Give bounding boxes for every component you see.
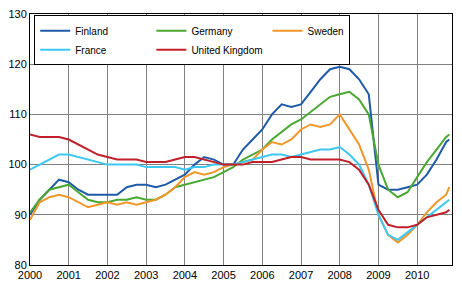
svg-text:Germany: Germany [191, 26, 232, 37]
svg-text:Finland: Finland [75, 26, 108, 37]
svg-text:2006: 2006 [250, 269, 274, 281]
svg-text:2003: 2003 [134, 269, 158, 281]
svg-text:120: 120 [8, 58, 26, 70]
svg-text:100: 100 [8, 158, 26, 170]
svg-text:80: 80 [15, 259, 27, 271]
svg-text:2008: 2008 [327, 269, 351, 281]
svg-text:Sweden: Sweden [308, 26, 344, 37]
svg-text:90: 90 [15, 209, 27, 221]
svg-text:2002: 2002 [95, 269, 119, 281]
svg-text:United Kingdom: United Kingdom [191, 45, 262, 56]
svg-text:2005: 2005 [211, 269, 235, 281]
svg-text:2000: 2000 [18, 269, 42, 281]
svg-text:France: France [75, 45, 107, 56]
svg-text:130: 130 [8, 8, 26, 20]
svg-text:110: 110 [9, 108, 27, 120]
svg-text:2010: 2010 [405, 269, 429, 281]
svg-text:2004: 2004 [173, 269, 197, 281]
svg-text:2009: 2009 [366, 269, 390, 281]
svg-text:2001: 2001 [56, 269, 80, 281]
svg-text:2007: 2007 [289, 269, 313, 281]
